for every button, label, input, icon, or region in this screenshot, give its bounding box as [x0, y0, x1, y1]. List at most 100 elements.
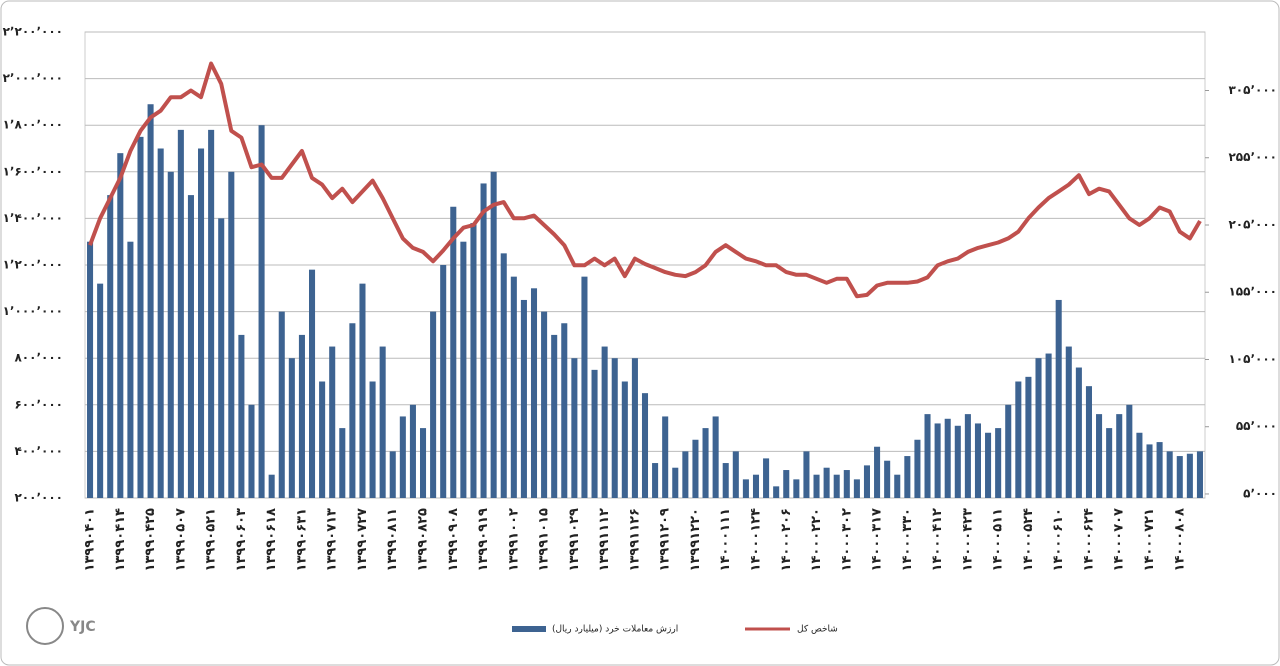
bar [732, 451, 739, 498]
bar [278, 311, 285, 498]
bar [490, 171, 497, 499]
bar [712, 416, 719, 498]
y-tick-label: ۶۰۰٬۰۰۰ [14, 397, 63, 411]
line [88, 61, 1202, 299]
bar [430, 311, 437, 498]
y-tick-label: ۱٬۸۰۰٬۰۰۰ [3, 118, 63, 132]
bar [419, 428, 427, 498]
bar [722, 463, 729, 498]
bar [409, 404, 416, 498]
x-tick-label: ۱۴۰۰۰۷۲۱ [1142, 508, 1157, 571]
bar [793, 479, 800, 498]
bar [1126, 404, 1133, 498]
y-tick-label: ۴۰۰٬۰۰۰ [14, 444, 63, 458]
bar [389, 451, 396, 498]
x-tick-label: ۱۳۹۹۱۰۲۹ [567, 508, 582, 572]
bar [329, 346, 336, 498]
y-tick-label: ۸۰۰٬۰۰۰ [14, 351, 63, 365]
bar [248, 404, 255, 498]
bar [853, 479, 860, 498]
bar [914, 439, 921, 498]
bar [147, 104, 154, 498]
x-tick-label: ۱۳۹۹۰۷۱۳ [325, 508, 340, 572]
bar [581, 276, 588, 498]
bar [87, 241, 94, 498]
legend-label: ارزش معاملات خرد (میلیارد ریال) [552, 625, 678, 635]
x-tick-label: ۱۴۰۰۰۴۱۲ [930, 508, 945, 572]
bar [1196, 451, 1203, 498]
bar [1055, 299, 1062, 498]
bar [500, 253, 507, 498]
y2-tick-label: ۱۰۵٬۰۰۰ [1228, 352, 1277, 366]
bar [1065, 346, 1072, 498]
x-tick-label: ۱۴۰۰۰۴۲۳ [960, 508, 975, 572]
x-tick-label: ۱۳۹۹۱۰۰۲ [506, 508, 521, 572]
bar [1096, 414, 1103, 498]
x-tick-label: ۱۳۹۹۱۲۲۰ [688, 508, 703, 571]
x-tick-label: ۱۴۰۰۰۲۲۰ [809, 508, 824, 571]
bar [924, 414, 931, 498]
bar [833, 474, 840, 498]
y2-tick-label: ۳۰۵٬۰۰۰ [1228, 83, 1277, 97]
legend-label: شاخص کل [797, 625, 838, 635]
bar [379, 346, 386, 498]
bar [1116, 414, 1123, 498]
bar [601, 346, 608, 498]
bar [904, 456, 911, 498]
x-tick-label: ۱۴۰۰۰۱۱۱ [718, 508, 733, 571]
bar [440, 265, 447, 498]
bar [1176, 456, 1183, 498]
bar [985, 432, 992, 498]
x-tick-label: ۱۳۹۹۱۰۱۵ [537, 508, 552, 572]
x-tick-label: ۱۳۹۹۰۹۱۹ [476, 508, 491, 572]
y-tick-label: ۲٬۲۰۰٬۰۰۰ [3, 25, 63, 39]
bar [662, 416, 669, 498]
bar [1085, 386, 1092, 498]
y2-tick-label: ۵۵٬۰۰۰ [1236, 419, 1277, 433]
bar [843, 470, 850, 498]
bar [813, 474, 820, 498]
bar [894, 474, 901, 498]
x-tick-label: ۱۳۹۹۱۲۰۹ [658, 508, 673, 572]
x-tick-label: ۱۳۹۹۰۶۳۱ [294, 508, 309, 571]
bar [157, 148, 164, 498]
x-tick-label: ۱۴۰۰۰۳۰۲ [839, 508, 854, 572]
x-tick-label: ۱۴۰۰۰۵۱۱ [991, 508, 1006, 571]
bar [551, 334, 558, 498]
x-tick-label: ۱۴۰۰۰۲۰۶ [779, 508, 794, 571]
bar [682, 451, 689, 498]
bar [874, 446, 881, 498]
bar [752, 474, 760, 498]
bar [1166, 451, 1173, 498]
bar [964, 414, 971, 498]
y-tick-label: ۲۰۰٬۰۰۰ [14, 491, 63, 505]
x-tick-label: ۱۴۰۰۰۶۲۴ [1081, 508, 1096, 572]
y-tick-label: ۱٬۲۰۰٬۰۰۰ [3, 258, 63, 272]
x-tick-label: ۱۴۰۰۰۸۰۸ [1172, 508, 1187, 572]
y2-tick-label: ۱۵۵٬۰۰۰ [1228, 285, 1277, 299]
x-tick-label: ۱۳۹۹۱۱۱۲ [597, 508, 612, 572]
bar [530, 288, 538, 498]
y-tick-label: ۱٬۶۰۰٬۰۰۰ [3, 164, 63, 178]
bar [621, 381, 628, 498]
bar [1035, 358, 1042, 498]
x-tick-label: ۱۴۰۰۰۵۲۴ [1021, 508, 1036, 572]
x-tick-label: ۱۳۹۹۰۵۰۷ [173, 508, 188, 572]
bar [258, 125, 265, 498]
bar [1136, 432, 1143, 498]
bar [692, 439, 699, 498]
bar [228, 171, 235, 499]
bar [611, 358, 618, 498]
bar [339, 428, 346, 498]
x-tick-label: ۱۳۹۹۰۴۰۱ [83, 508, 98, 571]
bar [319, 381, 326, 498]
x-tick-label: ۱۳۹۹۰۸۲۵ [416, 508, 431, 572]
bar [399, 416, 406, 498]
bar [773, 486, 780, 498]
bar [1045, 353, 1052, 498]
bar [107, 195, 114, 498]
bar [884, 460, 891, 498]
bar [309, 269, 316, 498]
bar [97, 283, 104, 498]
